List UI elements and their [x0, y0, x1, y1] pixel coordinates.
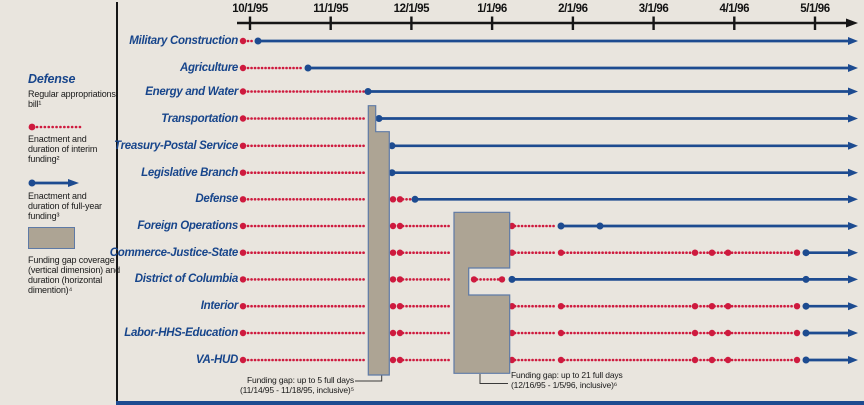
funding-gap-callout-1: Funding gap: up to 5 full days (11/14/95…: [240, 375, 354, 395]
row-label: Military Construction: [129, 35, 238, 47]
date-label: 2/1/96: [558, 3, 588, 15]
timeline-row: [239, 329, 858, 337]
timeline-row: [239, 222, 858, 230]
funding-gap-1: [367, 105, 390, 376]
timeline-row: [239, 248, 858, 257]
date-label: 10/1/95: [232, 3, 268, 15]
callout-1-line1: Funding gap: up to 5 full days: [246, 375, 354, 385]
timeline-row: [239, 356, 858, 364]
legend-plot-divider: [116, 2, 118, 401]
legend-title: Defense: [28, 72, 76, 86]
callout-2-line2: (12/16/95 - 1/5/96, inclusive)⁶: [511, 380, 618, 391]
date-label: 11/1/95: [313, 3, 349, 15]
timeline-row: [239, 87, 858, 96]
funding-gap-sample-icon: [28, 227, 75, 249]
row-label: Commerce-Justice-State: [109, 246, 239, 259]
row-label: Interior: [200, 300, 239, 313]
callout-2-line1: Funding gap: up to 21 full days: [511, 370, 623, 380]
timeline-row: [239, 168, 858, 177]
bottom-rule: [116, 401, 864, 405]
date-label: 3/1/96: [638, 3, 669, 15]
row-label: Energy and Water: [145, 85, 238, 98]
timeline-row: [239, 302, 858, 311]
funding-gap-2: [453, 211, 511, 374]
row-label: District of Columbia: [134, 273, 239, 286]
legend-item-regular-bill: Regular appropriations bill¹: [28, 89, 116, 110]
legend-item-full-year-funding: Enactment and duration of full-year fund…: [28, 191, 102, 222]
timeline-row: [239, 64, 858, 72]
timeline-row: [239, 195, 858, 204]
timeline-row: [239, 141, 858, 150]
row-label: Defense: [195, 193, 238, 206]
date-label: 1/1/96: [477, 3, 507, 15]
callout-bracket: [355, 375, 383, 382]
row-label: Agriculture: [179, 62, 238, 74]
legend-item-interim-funding: Enactment and duration of interim fundin…: [28, 134, 98, 165]
date-label: 4/1/96: [719, 3, 750, 15]
row-label: Legislative Branch: [141, 166, 238, 179]
row-label: Foreign Operations: [137, 220, 238, 232]
callout-1-line2: (11/14/95 - 11/18/95, inclusive)⁵: [239, 385, 354, 396]
funding-gap-callout-2: Funding gap: up to 21 full days (12/16/9…: [511, 370, 623, 390]
timeline-row: [239, 114, 858, 123]
row-label: VA-HUD: [195, 354, 238, 366]
legend-item-funding-gap: Funding gap coverage (vertical dimension…: [28, 255, 120, 296]
callout-bracket: [479, 374, 508, 384]
row-label: Treasury-Postal Service: [114, 139, 238, 152]
timeline-row: [239, 275, 858, 284]
date-label: 12/1/95: [393, 3, 430, 15]
full-year-funding-sample-icon: [28, 179, 79, 187]
date-label: 5/1/96: [800, 3, 830, 15]
row-label: Labor-HHS-Education: [124, 327, 238, 339]
date-axis: [237, 16, 858, 30]
timeline-row: [239, 37, 858, 45]
row-label: Transportation: [161, 112, 238, 125]
interim-funding-sample-icon: [28, 123, 85, 131]
